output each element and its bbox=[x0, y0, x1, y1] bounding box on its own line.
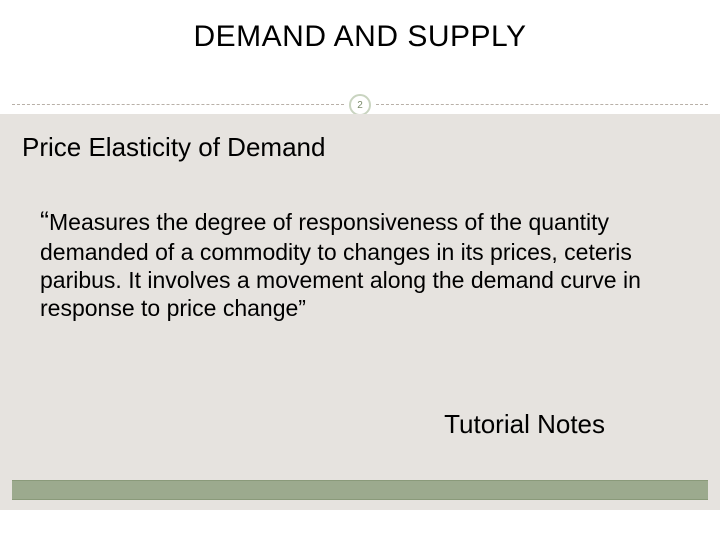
open-quote: “ bbox=[40, 206, 49, 236]
page-number: 2 bbox=[357, 100, 363, 111]
divider: 2 bbox=[0, 94, 720, 116]
subtitle: Price Elasticity of Demand bbox=[22, 132, 698, 163]
body-text: “Measures the degree of responsiveness o… bbox=[22, 205, 698, 322]
page-number-badge: 2 bbox=[349, 94, 371, 116]
page-title: DEMAND AND SUPPLY bbox=[0, 20, 720, 54]
title-area: DEMAND AND SUPPLY bbox=[0, 0, 720, 54]
content-area: Price Elasticity of Demand “Measures the… bbox=[0, 114, 720, 510]
slide: DEMAND AND SUPPLY 2 Price Elasticity of … bbox=[0, 0, 720, 540]
divider-line-left bbox=[12, 104, 344, 105]
divider-line-right bbox=[376, 104, 708, 105]
bottom-bar bbox=[12, 480, 708, 500]
body-content: Measures the degree of responsiveness of… bbox=[40, 209, 641, 321]
footer-label: Tutorial Notes bbox=[444, 409, 605, 440]
